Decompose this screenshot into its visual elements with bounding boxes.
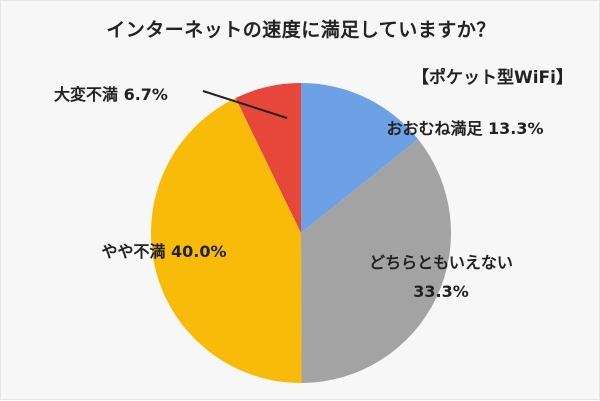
pie-labels: おおむね満足 13.3% どちらともいえない 33.3% やや不満 40.0% 大変不満… [54,85,544,301]
leader-line-very-dissatisfied [202,90,288,119]
label-mostly-satisfied: おおむね満足 13.3% [386,119,543,138]
label-somewhat-dissatisfied: やや不満 40.0% [101,242,226,261]
label-neutral-value: 33.3% [413,282,469,301]
chart-subtitle: 【ポケット型WiFi】 [411,68,573,88]
slice-mostly-satisfied [301,83,419,233]
slice-somewhat-dissatisfied [150,98,302,384]
label-neutral-name: どちらともいえない [369,253,513,272]
slice-very-dissatisfied [235,83,301,233]
label-very-dissatisfied: 大変不満 6.7% [54,85,168,104]
slice-neutral [301,139,451,383]
pie-slices [150,83,451,384]
chart-title: インターネットの速度に満足していますか？ [106,19,496,41]
